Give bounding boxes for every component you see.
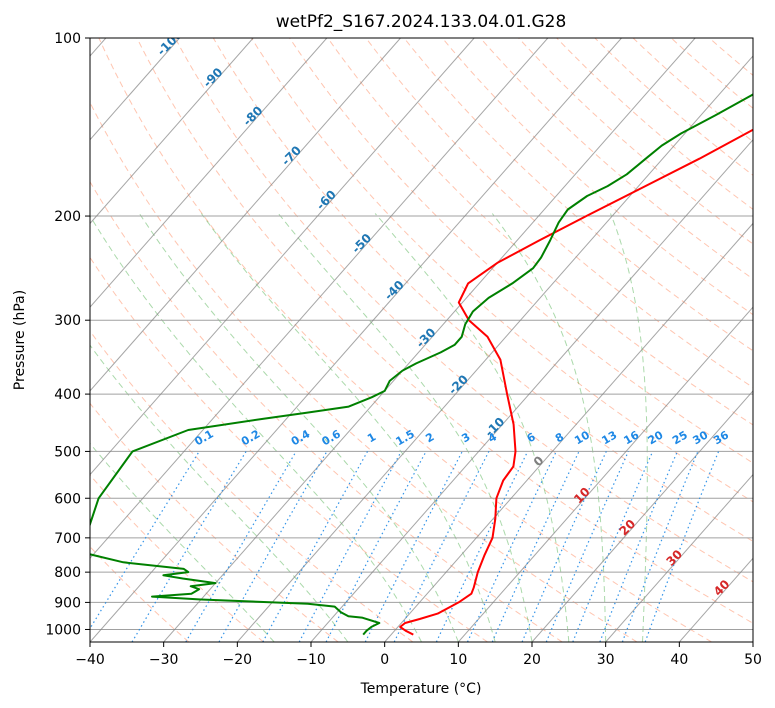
y-tick-label: 600 [54,491,81,507]
y-tick-label: 500 [54,444,81,460]
mixing-ratio-line [90,451,200,630]
x-tick-label: −30 [149,652,179,668]
mixing-ratio-line [262,451,369,642]
x-tick-label: 40 [670,652,688,668]
mixing-ratio-line [131,451,247,642]
moist-adiabat-line [278,213,533,642]
isotherm-line [236,55,753,642]
x-tick-label: 20 [523,652,541,668]
mixing-ratio-line [491,451,580,642]
dry-adiabat-line [136,38,753,624]
mixing-ratio-line [435,451,529,642]
dry-adiabat-line [174,38,753,583]
dry-adiabat-line [98,38,712,642]
x-tick-label: −20 [223,652,253,668]
mixing-ratio-line [298,451,402,642]
dry-adiabat-line [632,38,753,143]
dry-adiabat-line [90,256,488,642]
dry-adiabat-line [90,180,563,642]
y-tick-label: 100 [54,31,81,47]
x-tick-label: 50 [744,652,762,668]
dry-adiabat-line [556,38,753,210]
y-tick-label: 800 [54,565,81,581]
isotherm-line [531,390,753,642]
y-tick-label: 1000 [45,622,81,638]
dry-adiabat-line [90,101,638,642]
dewpoint-profile-line [90,93,753,636]
moist-adiabat-line [90,215,422,642]
moist-adiabat-line [90,442,275,642]
x-tick-label: 10 [449,652,467,668]
isotherm-line [90,38,401,392]
y-tick-label: 400 [54,387,81,403]
isotherm-line [90,38,254,225]
mixing-ratio-line [466,451,557,642]
mixing-ratio-line [572,451,654,642]
y-axis-label: Pressure (hPa) [12,290,28,390]
isotherm-line [384,222,753,642]
mixing-ratio-line [599,451,678,642]
dry-adiabat-line [441,38,753,316]
isotherm-line [90,38,622,642]
moist-adiabat-line [374,213,570,642]
x-tick-label: −10 [296,652,326,668]
dry-adiabat-line [594,38,753,176]
chart-title: wetPf2_S167.2024.133.04.01.G28 [276,12,567,32]
moist-adiabat-line [138,213,459,642]
plot-area [90,38,753,642]
isotherm-line [310,138,753,642]
dry-adiabat-line [403,38,753,352]
moist-adiabat-line [200,213,496,642]
y-tick-label: 900 [54,595,81,611]
x-tick-label: 30 [597,652,615,668]
mixing-ratio-line [185,451,297,642]
mixing-ratio-line [218,451,328,642]
isotherm-line [605,473,753,642]
moist-adiabat-line [491,213,607,642]
dry-adiabat-line [212,38,753,542]
isotherm-line [163,38,696,642]
isotherm-line [457,306,753,642]
mixing-ratio-line [521,451,607,642]
x-tick-label: −40 [75,652,105,668]
isotherm-line [90,38,328,308]
dry-adiabat-line [327,38,753,426]
dry-adiabat-line [90,330,414,642]
moist-adiabat-line [90,344,349,642]
axes: −40 −30 −20 −10 0 10 20 30 40 50 1000 900 800 700 600 5… [45,31,762,668]
moist-adiabat-line [610,213,648,642]
isotherm-line [90,38,180,141]
temperature-profile-line [399,128,753,636]
y-tick-label: 300 [54,313,81,329]
dry-adiabat-line [90,474,264,642]
y-tick-label: 200 [54,209,81,225]
isotherm-line [90,38,549,560]
x-tick-label: 0 [380,652,389,668]
y-tick-label: 700 [54,531,81,547]
x-axis-label: Temperature (°C) [360,681,482,697]
dry-adiabat-line [251,38,753,503]
isotherm-line [90,38,475,476]
plot-frame [89,37,754,643]
